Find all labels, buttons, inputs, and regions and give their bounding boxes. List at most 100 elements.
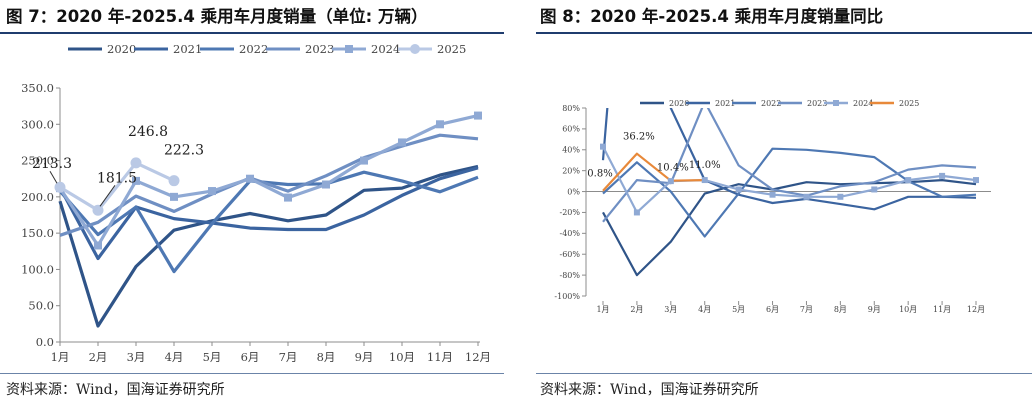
legend-label-2021: 2021 — [173, 42, 202, 56]
legend-label-2024: 2024 — [853, 99, 873, 108]
legend-label-2020: 2020 — [669, 99, 689, 108]
data-point-2024 — [939, 172, 946, 179]
data-point-2024 — [436, 120, 444, 129]
series-line-2023 — [602, 108, 977, 223]
y-tick-label: 300.0 — [21, 117, 54, 131]
legend-item-2020: 2020 — [68, 42, 136, 56]
data-point-2024 — [474, 111, 482, 120]
legend-label-2022: 2022 — [761, 99, 781, 108]
data-point-2024 — [633, 209, 640, 216]
x-tick-label: 9月 — [355, 350, 374, 364]
title-rule-right — [536, 32, 1032, 34]
data-point-2024 — [208, 187, 216, 196]
data-point-2024 — [284, 193, 292, 202]
data-point-2025 — [54, 181, 66, 193]
y-tick-label: 20% — [562, 166, 580, 175]
source-rule-right — [536, 373, 1032, 374]
x-tick-label: 12月 — [967, 305, 985, 314]
legend-marker-circle — [410, 44, 420, 54]
legend-marker-square — [345, 45, 353, 53]
legend-item-2021: 2021 — [134, 42, 202, 56]
legend-item-2025: 2025 — [398, 42, 466, 56]
y-tick-label: -60% — [560, 250, 581, 259]
legend-item-2023: 2023 — [778, 99, 827, 108]
source-note-left: 资料来源：Wind，国海证券研究所 — [6, 382, 225, 398]
x-tick-label: 11月 — [427, 350, 453, 364]
source-note-right: 资料来源：Wind，国海证券研究所 — [540, 382, 759, 398]
sales-yoy-chart: -100% -80% -60% -40% -20% 0% 20% 40% 60% 80% 1月 2月 3… — [554, 99, 991, 314]
legend-label-2025: 2025 — [899, 99, 919, 108]
data-point-2025 — [130, 157, 142, 169]
x-tick-label: 6月 — [241, 350, 260, 364]
series-line-2025 — [59, 161, 175, 212]
y-tick-label: 350.0 — [21, 81, 54, 95]
data-point-2024 — [837, 193, 844, 200]
data-point-2024 — [769, 191, 776, 198]
legend-item-2020: 2020 — [640, 99, 689, 108]
data-point-2024 — [667, 178, 674, 185]
data-point-2024 — [803, 193, 810, 200]
legend-item-2022: 2022 — [200, 42, 268, 56]
legend-label-2024: 2024 — [371, 42, 400, 56]
data-point-2024 — [360, 156, 368, 165]
x-tick-label: 8月 — [317, 350, 336, 364]
data-label-leader — [99, 184, 116, 207]
data-label: 222.3 — [164, 143, 204, 159]
chart-title-right: 图 8：2020 年-2025.4 乘用车月度销量同比 — [540, 7, 884, 26]
data-label: 181.5 — [97, 170, 137, 186]
data-point-2024 — [905, 177, 912, 184]
legend-item-2025: 2025 — [870, 99, 919, 108]
series-line-2021 — [58, 166, 479, 261]
data-point-2025 — [92, 204, 104, 216]
data-label: 11.0% — [689, 160, 721, 171]
series-line-2020 — [58, 164, 479, 328]
series-line-2020 — [602, 179, 977, 277]
data-label: 246.8 — [128, 124, 168, 140]
series-line-2024 — [58, 114, 479, 248]
legend-item-2023: 2023 — [266, 42, 334, 56]
y-tick-label: -20% — [560, 208, 581, 217]
sales-volume-chart: 0.0 50.0 100.0 150.0 200.0 250.0 300.0 350.0 1月 2… — [21, 42, 491, 364]
data-point-2024 — [398, 138, 406, 147]
y-tick-label: -40% — [560, 229, 581, 238]
legend-label-2023: 2023 — [807, 99, 827, 108]
x-tick-label: 3月 — [664, 305, 677, 314]
y-tick-label: 50.0 — [28, 299, 54, 313]
x-tick-label: 8月 — [834, 305, 847, 314]
x-tick-label: 11月 — [933, 305, 951, 314]
legend-label-2021: 2021 — [715, 99, 735, 108]
series-line-2022 — [58, 170, 479, 274]
x-tick-label: 10月 — [899, 305, 917, 314]
y-tick-label: 200.0 — [21, 190, 54, 204]
x-tick-label: 2月 — [89, 350, 108, 364]
x-tick-label: 3月 — [127, 350, 146, 364]
data-point-2024 — [701, 177, 708, 184]
legend-label-2023: 2023 — [305, 42, 334, 56]
data-point-2024 — [871, 186, 878, 193]
series-line-2025 — [602, 152, 705, 192]
legend-item-2021: 2021 — [686, 99, 735, 108]
x-tick-label: 4月 — [698, 305, 711, 314]
legend-label-2020: 2020 — [107, 42, 136, 56]
data-point-2024 — [170, 192, 178, 201]
y-tick-label: 80% — [562, 104, 580, 113]
y-tick-label: 0% — [567, 187, 580, 196]
data-point-2024 — [132, 176, 140, 185]
legend-item-2024: 2024 — [332, 42, 400, 56]
data-point-2024 — [600, 143, 606, 150]
source-rule-left — [0, 373, 504, 374]
data-point-2025 — [168, 175, 180, 187]
legend-label-2025: 2025 — [437, 42, 466, 56]
x-tick-label: 12月 — [465, 350, 491, 364]
data-label-leader — [49, 170, 58, 184]
x-tick-label: 6月 — [766, 305, 779, 314]
y-tick-label: 60% — [562, 125, 580, 134]
data-point-2024 — [973, 177, 979, 184]
legend-item-2022: 2022 — [732, 99, 781, 108]
x-tick-label: 7月 — [800, 305, 813, 314]
x-tick-label: 9月 — [868, 305, 881, 314]
data-point-2024 — [246, 174, 254, 183]
series-line-2023 — [59, 133, 479, 237]
data-point-2024 — [735, 186, 742, 193]
y-tick-label: 150.0 — [21, 226, 54, 240]
